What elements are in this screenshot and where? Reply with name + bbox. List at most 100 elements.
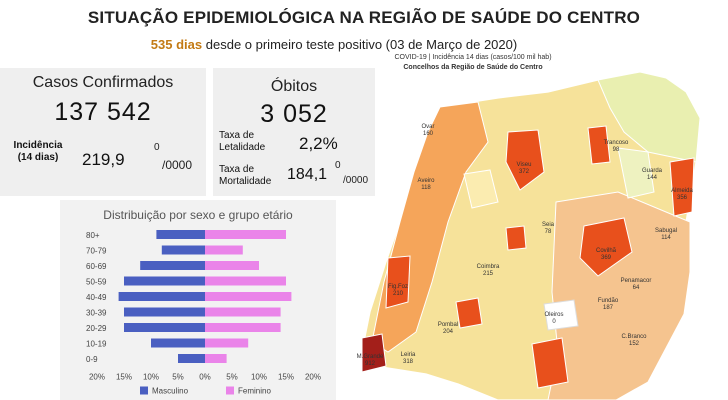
map-region-value: 356 <box>676 195 687 201</box>
guarda-zone <box>617 147 655 199</box>
map-region-value: 318 <box>402 359 413 365</box>
incidence-unit-sup: 0 <box>154 142 160 153</box>
age-label-40-49: 40-49 <box>86 293 107 302</box>
map-region-value: 369 <box>600 255 611 261</box>
bar-male-50-59 <box>124 276 205 286</box>
map-region-name: Sabugal <box>654 228 678 234</box>
map-region-value: 160 <box>422 131 433 137</box>
region-map <box>361 71 701 400</box>
map-region-value: 204 <box>442 329 453 335</box>
map-region-name: Oleiros <box>544 312 564 318</box>
deaths-label: Óbitos <box>270 78 318 95</box>
covilha-area <box>579 217 633 277</box>
map-region-value: 98 <box>612 147 620 153</box>
incidence-label: Incidência (14 dias) <box>8 140 68 164</box>
x-tick-label: 0% <box>199 373 211 382</box>
age-sex-chart-panel: Distribuição por sexo e grupo etário 80+… <box>60 200 336 400</box>
confirmed-cases-panel: Casos Confirmados 137 542 Incidência (14… <box>0 68 206 196</box>
central-hotspot <box>455 297 483 329</box>
map-region-label: Covilhã 369 <box>588 248 624 262</box>
confirmed-cases-value: 137 542 <box>54 98 152 126</box>
bar-female-80+ <box>205 230 286 239</box>
legend-swatch-female <box>226 386 234 395</box>
age-label-20-29: 20-29 <box>86 324 107 333</box>
map-region-label: Fundão 187 <box>590 298 626 312</box>
map-region-name: M.Grande <box>356 354 384 360</box>
mortality-unit-sup: 0 <box>335 160 341 171</box>
map-region-label: Fig.Foz 210 <box>380 284 416 298</box>
map-region-label: Viseu 372 <box>506 162 542 176</box>
map-region-value: 118 <box>421 185 431 191</box>
lethality-label-line1: Taxa de <box>219 130 255 141</box>
map-region-name: Covilhã <box>595 248 616 254</box>
map-region-label: Oleiros 0 <box>536 312 572 326</box>
subtitle-text: desde o primeiro teste positivo (03 de M… <box>205 37 518 52</box>
bar-male-20-29 <box>124 323 205 332</box>
map-region-label: Ovar 160 <box>410 124 446 138</box>
map-region-name: Almeida <box>671 188 693 194</box>
northeast-zone <box>597 71 701 163</box>
map-labels-layer: Ovar 160 Viseu 372 Guarda 144 Aveiro 118 Coimbra… <box>348 52 728 400</box>
incidence-value: 219,9 <box>82 150 125 169</box>
age-label-70-79: 70-79 <box>86 247 107 256</box>
chart-title: Distribuição por sexo e grupo etário <box>103 208 293 222</box>
age-label-0-9: 0-9 <box>86 355 98 364</box>
bar-male-60-69 <box>140 261 205 270</box>
map-region-label: Guarda 144 <box>634 168 670 182</box>
map-region-value: 912 <box>364 361 375 367</box>
bar-male-0-9 <box>178 354 205 363</box>
map-region-label: Seia 78 <box>530 222 566 236</box>
incidence-map: COVID-19 | Incidência 14 dias (casos/100… <box>348 52 728 400</box>
bar-male-80+ <box>156 230 205 239</box>
map-region-value: 210 <box>392 291 403 297</box>
deaths-value: 3 052 <box>260 100 328 128</box>
map-region-value: 144 <box>646 175 657 181</box>
bar-female-0-9 <box>205 354 227 363</box>
bar-female-10-19 <box>205 338 249 348</box>
incidence-unit: /0000 <box>162 158 193 172</box>
x-tick-label: 20% <box>89 373 105 382</box>
legend-label-male: Masculino <box>152 387 189 396</box>
bar-female-50-59 <box>205 276 286 286</box>
x-tick-label: 10% <box>251 373 267 382</box>
mortality-value: 184,1 <box>287 166 328 183</box>
map-region-name: Viseu <box>516 162 532 168</box>
oleiros-area <box>543 299 579 331</box>
map-region-name: Coimbra <box>476 264 500 270</box>
bar-female-30-39 <box>205 307 281 317</box>
mortality-label: Taxa de Mortalidade <box>219 164 271 188</box>
map-region-name: Aveiro <box>417 178 435 184</box>
map-region-name: C.Branco <box>621 334 647 340</box>
map-region-name: Guarda <box>641 168 662 174</box>
bar-female-70-79 <box>205 245 243 255</box>
map-region-value: 187 <box>602 305 613 311</box>
x-tick-label: 15% <box>116 373 132 382</box>
map-region-name: Fig.Foz <box>387 284 408 290</box>
map-region-label: Sabugal 114 <box>648 228 684 242</box>
map-region-value: 114 <box>661 235 671 241</box>
map-region-label: C.Branco 152 <box>616 334 652 348</box>
viseu-area <box>505 129 545 191</box>
confirmed-cases-label: Casos Confirmados <box>32 74 174 91</box>
map-region-name: Penamacor <box>620 278 652 284</box>
mgrande-area <box>361 333 387 373</box>
map-region-value: 215 <box>482 271 493 277</box>
age-sex-pyramid-chart: 80+ 70-79 60-69 50-59 40-49 30-39 20-29 10-19 0-… <box>86 230 321 396</box>
bar-male-10-19 <box>151 338 205 348</box>
page-subtitle: 535 dias desde o primeiro teste positivo… <box>0 37 668 52</box>
bar-female-20-29 <box>205 323 281 332</box>
incidence-label-line1: Incidência <box>13 140 63 151</box>
map-region-value: 64 <box>632 285 640 291</box>
inland-zone-a <box>463 169 499 209</box>
x-tick-label: 5% <box>172 373 184 382</box>
map-region-label: Pombal 204 <box>430 322 466 336</box>
bar-male-40-49 <box>118 292 205 301</box>
figfoz-area <box>385 255 411 309</box>
map-region-label: M.Grande 912 <box>352 354 388 368</box>
mortality-label-line2: Mortalidade <box>219 176 272 187</box>
almeida-area <box>669 157 695 217</box>
mid-hotspot <box>505 225 527 251</box>
map-region-label: Almeida 356 <box>664 188 700 202</box>
bar-female-60-69 <box>205 261 259 270</box>
page-title: SITUAÇÃO EPIDEMIOLÓGICA NA REGIÃO DE SAÚ… <box>87 8 641 27</box>
